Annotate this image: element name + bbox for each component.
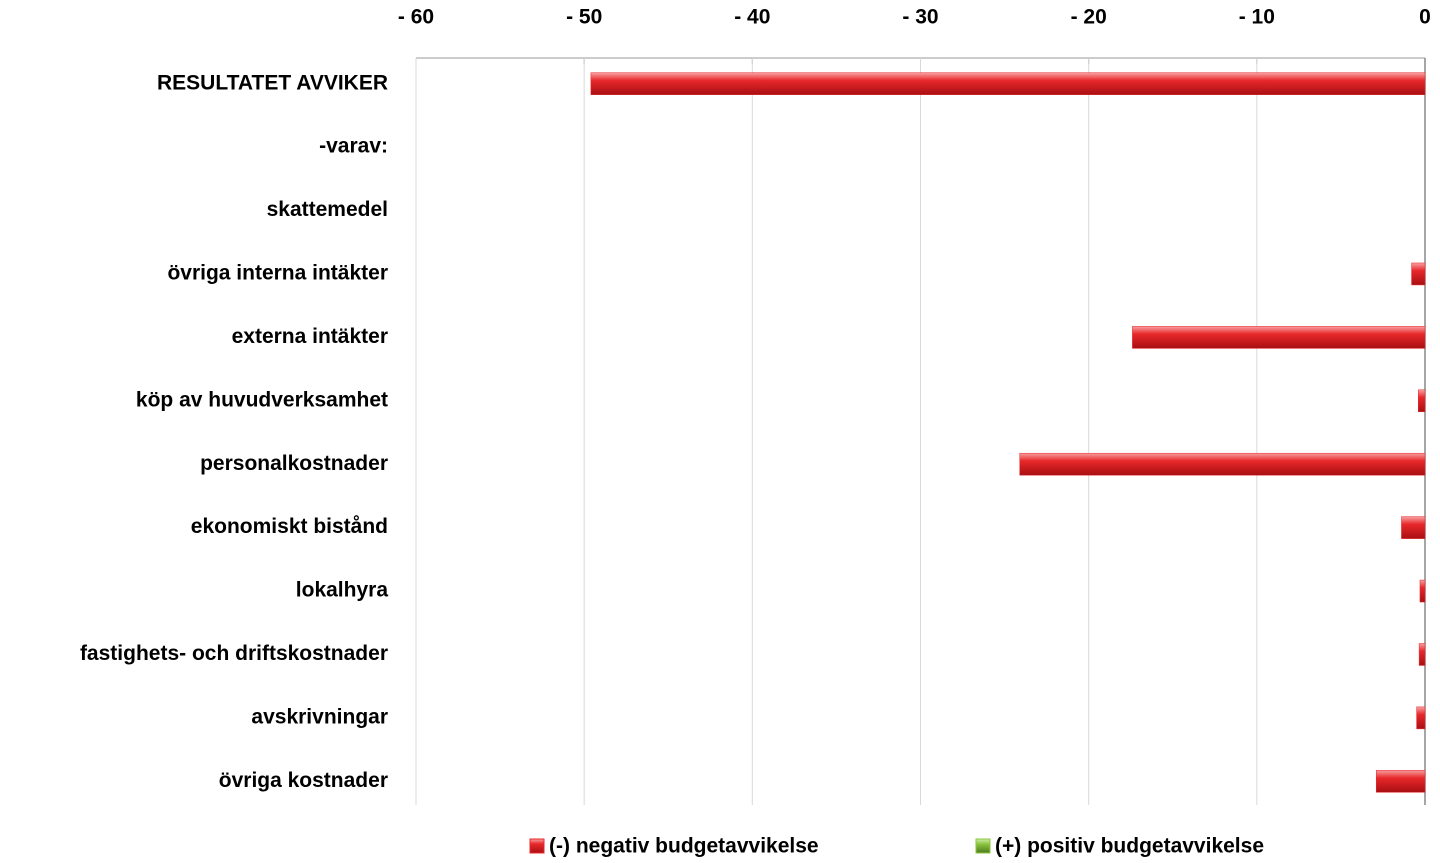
x-tick-label: - 20 xyxy=(1071,6,1107,29)
x-tick-label: - 60 xyxy=(398,6,434,29)
bar xyxy=(1375,770,1426,793)
legend-label: (-) negativ budgetavvikelse xyxy=(549,835,819,858)
y-tick-label: skattemedel xyxy=(267,198,388,221)
y-tick-label: lokalhyra xyxy=(296,579,389,602)
y-tick-label: köp av huvudverksamhet xyxy=(136,388,388,411)
y-tick-label: övriga interna intäkter xyxy=(167,262,388,285)
y-tick-label: fastighets- och driftskostnader xyxy=(80,642,388,665)
x-tick-label: 0 xyxy=(1419,6,1431,29)
x-tick-label: - 30 xyxy=(902,6,938,29)
x-tick-label: - 50 xyxy=(566,6,602,29)
y-tick-label: ekonomiskt bistånd xyxy=(191,515,388,538)
bar xyxy=(1132,326,1426,349)
bar xyxy=(590,72,1426,95)
legend-label: (+) positiv budgetavvikelse xyxy=(995,835,1264,858)
bar xyxy=(1419,579,1426,603)
bar xyxy=(1019,452,1426,476)
legend-swatch xyxy=(529,838,545,854)
bar xyxy=(1418,643,1426,666)
y-tick-label: externa intäkter xyxy=(232,325,388,348)
bar xyxy=(1401,516,1426,539)
x-tick-label: - 10 xyxy=(1239,6,1275,29)
y-tick-label: avskrivningar xyxy=(251,705,388,728)
y-tick-label: -varav: xyxy=(319,135,388,158)
legend-swatch xyxy=(975,838,991,854)
x-tick-label: - 40 xyxy=(734,6,770,29)
bar xyxy=(1418,389,1426,413)
y-tick-label: RESULTATET AVVIKER xyxy=(157,71,388,94)
bar xyxy=(1416,706,1426,730)
y-tick-label: övriga kostnader xyxy=(219,769,388,792)
y-tick-label: personalkostnader xyxy=(200,452,388,475)
bar xyxy=(1411,262,1426,286)
